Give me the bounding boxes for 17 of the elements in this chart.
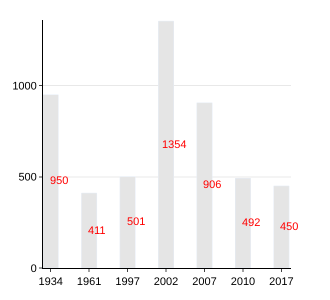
data-label: 950: [50, 175, 68, 187]
x-tick-label: 2010: [230, 276, 256, 288]
x-tick-label: 1934: [38, 276, 63, 288]
data-label: 906: [203, 179, 222, 191]
y-tick-label: 0: [30, 262, 37, 275]
y-tick-label: 500: [18, 172, 37, 184]
data-label: 450: [280, 221, 298, 233]
data-label: 501: [127, 216, 146, 228]
data-label: 492: [242, 217, 260, 229]
x-tick-label: 2002: [154, 276, 178, 288]
y-tick-label: 1000: [12, 80, 37, 92]
x-tick-label: 2017: [269, 276, 294, 288]
x-tick-label: 2007: [192, 276, 217, 288]
data-label: 411: [88, 225, 106, 237]
data-label: 1354: [162, 139, 186, 151]
x-tick-label: 1997: [115, 276, 140, 288]
x-tick-label: 1961: [76, 276, 102, 288]
